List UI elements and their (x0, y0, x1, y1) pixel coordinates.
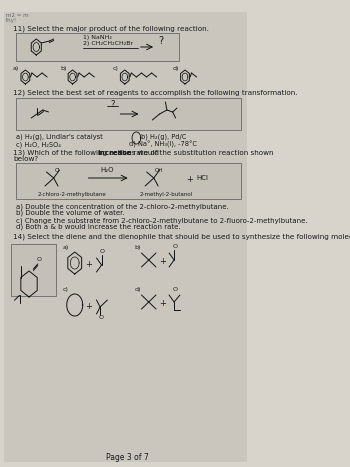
Text: HCl: HCl (196, 175, 208, 181)
Text: +: + (85, 302, 92, 311)
Bar (16, 98, 241, 130)
Text: 14) Select the diene and the dienophile that should be used to synthesize the fo: 14) Select the diene and the dienophile … (13, 234, 350, 241)
Text: O: O (173, 244, 178, 249)
Text: thy!: thy! (6, 18, 17, 23)
Bar (16, 163, 241, 199)
Text: m2 = m: m2 = m (6, 13, 28, 18)
Text: 2-methyl-2-butanol: 2-methyl-2-butanol (139, 192, 193, 197)
Text: a): a) (63, 245, 69, 250)
Text: O: O (36, 257, 41, 262)
Text: +: + (85, 260, 92, 269)
Text: d): d) (173, 66, 179, 71)
Text: d) Both a & b would increase the reaction rate.: d) Both a & b would increase the reactio… (16, 224, 181, 231)
Text: Cl: Cl (54, 168, 60, 173)
Text: a) Double the concentration of the 2-chloro-2-methylbutane.: a) Double the concentration of the 2-chl… (16, 203, 229, 210)
Text: c) H₂O, H₂SO₄: c) H₂O, H₂SO₄ (16, 141, 61, 148)
Text: +: + (160, 299, 167, 308)
Text: H₂O: H₂O (100, 167, 114, 173)
Text: c): c) (112, 66, 118, 71)
Text: b): b) (60, 66, 66, 71)
Text: increase: increase (98, 150, 132, 156)
Text: ?: ? (158, 36, 163, 46)
Text: c) Change the substrate from 2-chloro-2-methylbutane to 2-fluoro-2-methylbutane.: c) Change the substrate from 2-chloro-2-… (16, 217, 308, 224)
Text: d): d) (134, 287, 141, 292)
Text: O: O (173, 287, 178, 292)
Text: 13) Which of the following actions would: 13) Which of the following actions would (13, 150, 161, 156)
Text: 2-chloro-2-methylbutane: 2-chloro-2-methylbutane (38, 192, 106, 197)
Bar (11, 244, 56, 296)
Text: ?: ? (110, 100, 115, 109)
Text: below?: below? (13, 156, 38, 162)
Text: a): a) (13, 66, 19, 71)
Text: +: + (160, 257, 167, 266)
Text: +: + (187, 175, 193, 184)
Text: 2) CH₂CH₂CH₂Br: 2) CH₂CH₂CH₂Br (83, 41, 134, 46)
Text: O: O (99, 315, 104, 320)
Text: b) H₂(g), Pd/C: b) H₂(g), Pd/C (141, 133, 186, 140)
Text: the rate of the substitution reaction shown: the rate of the substitution reaction sh… (117, 150, 273, 156)
Text: OH: OH (155, 168, 163, 173)
Text: c): c) (63, 287, 69, 292)
Text: d) Na°, NH₃(l), -78°C: d) Na°, NH₃(l), -78°C (129, 141, 197, 148)
Text: O: O (100, 249, 105, 254)
Text: Page 3 of 7: Page 3 of 7 (106, 453, 148, 462)
Text: b) Double the volume of water.: b) Double the volume of water. (16, 210, 125, 217)
Text: 11) Select the major product of the following reaction.: 11) Select the major product of the foll… (13, 26, 209, 33)
Text: 1) NaNH₂: 1) NaNH₂ (83, 35, 112, 40)
Text: a) H₂(g), Lindlar's catalyst: a) H₂(g), Lindlar's catalyst (16, 134, 103, 141)
Text: 12) Select the best set of reagents to accomplish the following transformation.: 12) Select the best set of reagents to a… (13, 90, 297, 97)
Bar (16, 33, 179, 61)
Text: b): b) (134, 245, 141, 250)
